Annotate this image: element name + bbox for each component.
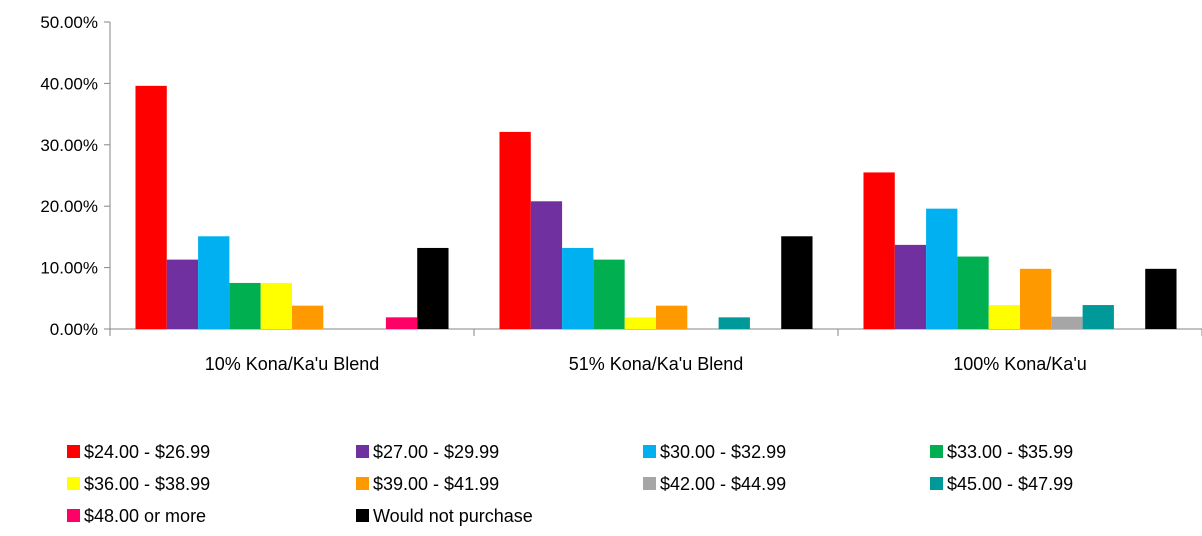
legend-swatch: [356, 445, 369, 458]
x-category-label: 100% Kona/Ka'u: [953, 354, 1087, 374]
legend-label: $42.00 - $44.99: [660, 474, 786, 494]
x-category-label: 51% Kona/Ka'u Blend: [569, 354, 744, 374]
bar: [260, 282, 292, 329]
bar: [1051, 316, 1083, 329]
legend-swatch: [930, 477, 943, 490]
bar: [1082, 305, 1114, 329]
legend-label: $30.00 - $32.99: [660, 442, 786, 462]
bar: [292, 305, 324, 329]
bar: [593, 259, 625, 329]
y-tick-label: 20.00%: [40, 197, 98, 216]
bar: [499, 131, 531, 329]
category-labels: 10% Kona/Ka'u Blend 51% Kona/Ka'u Blend 10…: [205, 354, 1087, 374]
legend-swatch: [930, 445, 943, 458]
chart-bars: [135, 85, 1177, 329]
x-category-label: 10% Kona/Ka'u Blend: [205, 354, 380, 374]
bar: [1145, 268, 1177, 329]
bar: [988, 305, 1020, 329]
bar: [656, 305, 688, 329]
y-tick-label: 50.00%: [40, 13, 98, 32]
bar: [135, 85, 167, 329]
bar: [562, 247, 594, 329]
chart-legend: $24.00 - $26.99 $27.00 - $29.99 $30.00 - $…: [67, 442, 1073, 526]
legend-label: $27.00 - $29.99: [373, 442, 499, 462]
bar: [1020, 268, 1052, 329]
y-tick-label: 40.00%: [40, 74, 98, 93]
bar: [198, 236, 230, 329]
bar: [863, 172, 895, 329]
legend-swatch: [356, 477, 369, 490]
bar: [229, 282, 261, 329]
y-tick-label: 0.00%: [50, 320, 98, 339]
bar: [718, 317, 750, 329]
legend-swatch: [643, 477, 656, 490]
bar: [926, 208, 958, 329]
bar: [957, 256, 989, 329]
bar: [417, 247, 449, 329]
bar: [894, 244, 927, 329]
legend-label: Would not purchase: [373, 506, 533, 526]
y-tick-label: 10.00%: [40, 259, 98, 278]
legend-label: $24.00 - $26.99: [84, 442, 210, 462]
legend-swatch: [643, 445, 656, 458]
bar: [385, 317, 418, 329]
legend-label: $48.00 or more: [84, 506, 206, 526]
legend-label: $33.00 - $35.99: [947, 442, 1073, 462]
legend-swatch: [67, 477, 80, 490]
legend-label: $45.00 - $47.99: [947, 474, 1073, 494]
legend-label: $36.00 - $38.99: [84, 474, 210, 494]
legend-swatch: [356, 509, 369, 522]
bar: [781, 236, 813, 329]
y-tick-label: 30.00%: [40, 136, 98, 155]
bar: [624, 317, 656, 329]
legend-swatch: [67, 509, 80, 522]
legend-label: $39.00 - $41.99: [373, 474, 499, 494]
legend-swatch: [67, 445, 80, 458]
bar: [530, 201, 563, 329]
bar: [166, 259, 199, 329]
